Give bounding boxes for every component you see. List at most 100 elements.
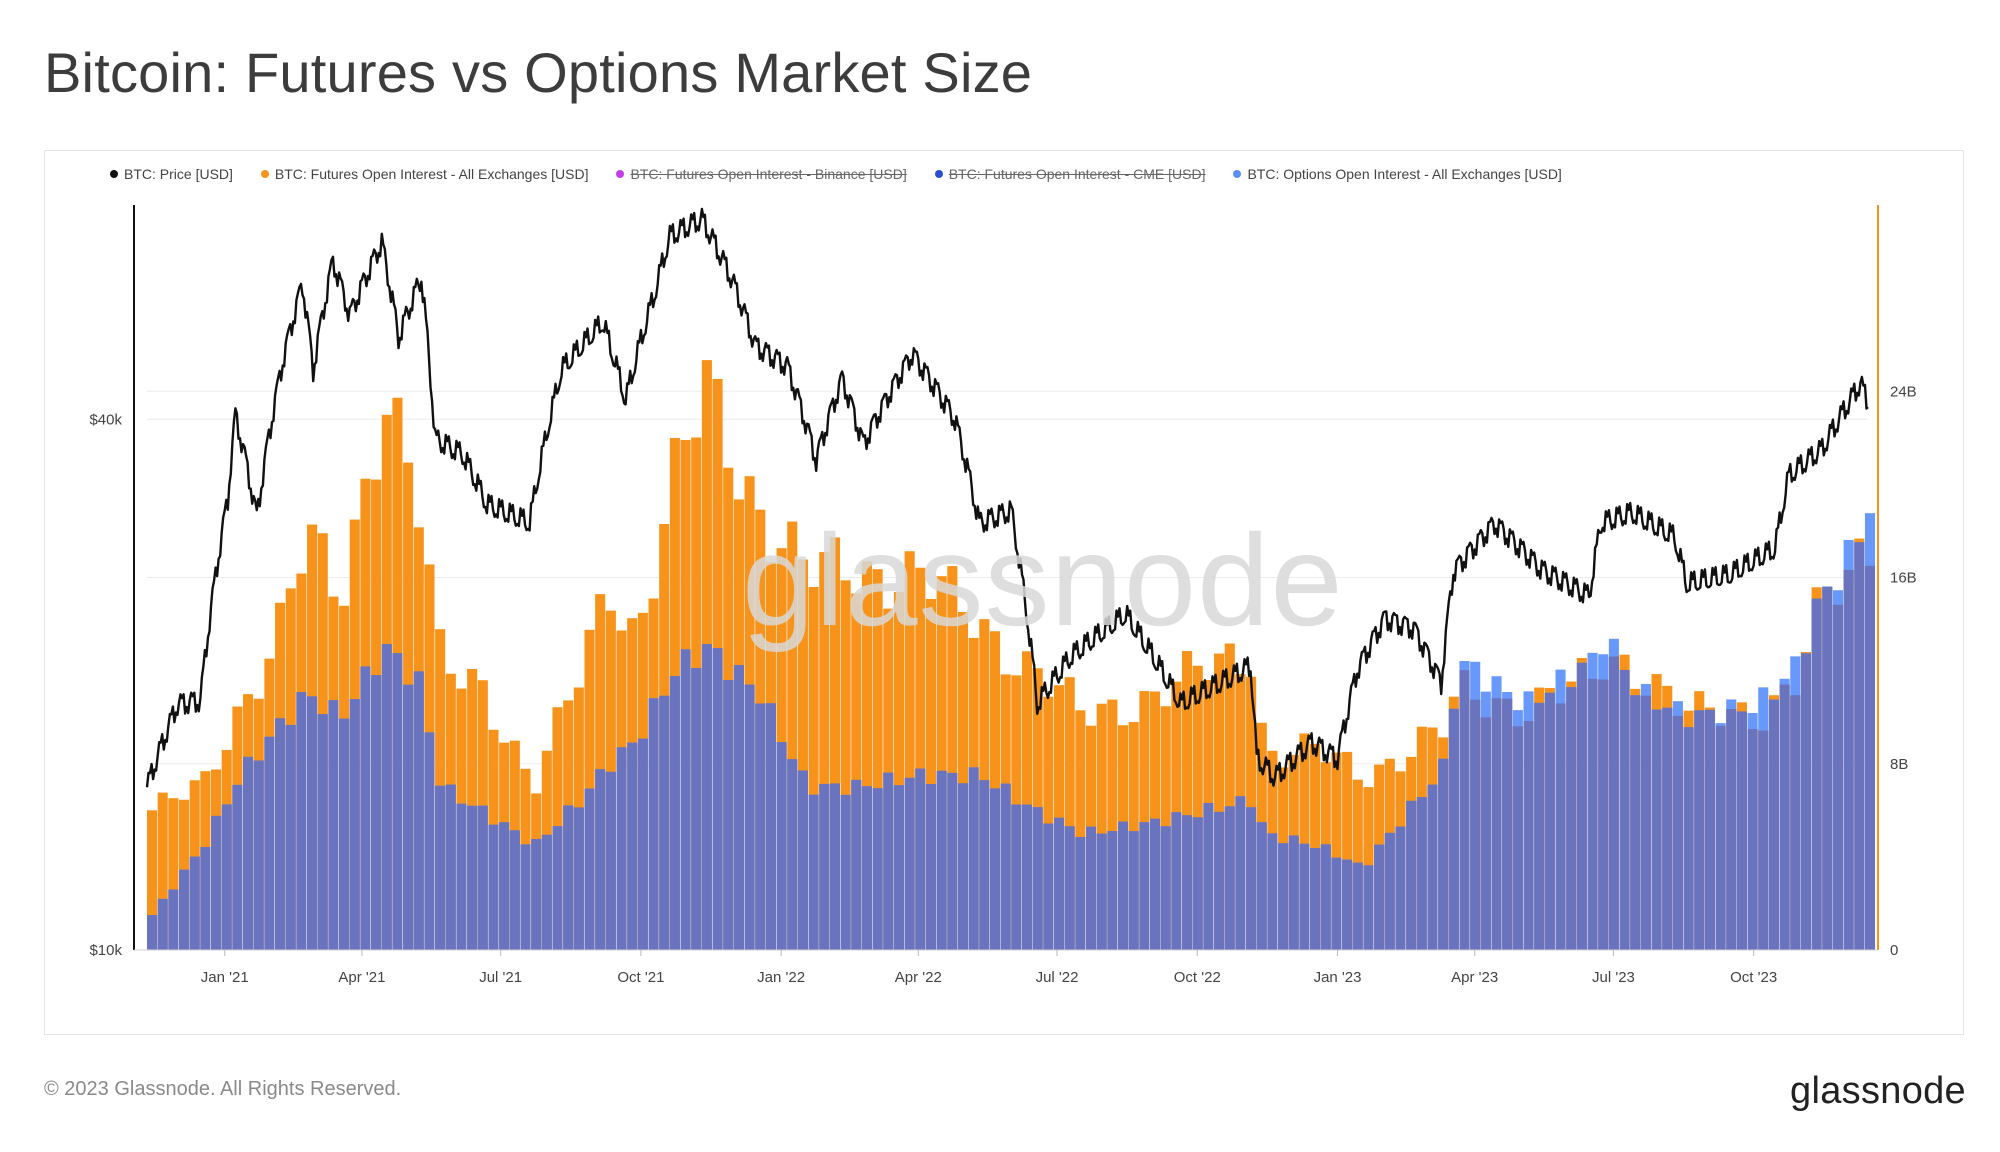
options-oi-bar-overlap [1736, 711, 1747, 950]
y-left-tick-label: $40k [89, 411, 122, 428]
options-oi-bar-overlap [744, 684, 755, 950]
legend-dot-price [110, 170, 118, 178]
futures-oi-bar [1075, 710, 1086, 950]
options-oi-bar-overlap [1032, 807, 1043, 950]
options-oi-bar-overlap [648, 698, 659, 950]
y-right-tick-label: 16B [1890, 570, 1917, 587]
legend-label-futures-binance: BTC: Futures Open Interest - Binance [US… [630, 166, 907, 182]
futures-oi-bar [1331, 752, 1342, 950]
futures-oi-bar [1214, 653, 1225, 950]
options-oi-bar-overlap [1832, 604, 1844, 950]
options-oi-bar-overlap [1053, 817, 1065, 950]
options-oi-bar-overlap [659, 695, 670, 950]
options-oi-bar-overlap [296, 692, 307, 950]
futures-oi-bar [1021, 651, 1033, 950]
options-oi-bar-overlap [1491, 698, 1502, 950]
options-oi-bar-overlap [1523, 721, 1534, 950]
axes: $10k $40k 0 8B 16B 24B Jan '21 Apr '21 Jul '21 Oc… [89, 205, 1917, 986]
options-oi-bar-overlap [979, 780, 990, 950]
options-oi-bar-overlap [1864, 565, 1876, 950]
legend-item-price[interactable]: BTC: Price [USD] [110, 163, 233, 185]
futures-oi-bar [1043, 696, 1054, 950]
options-oi-bar-overlap [1459, 670, 1470, 950]
options-oi-bar-overlap [776, 742, 787, 950]
futures-oi-bar [168, 798, 179, 950]
options-oi-bar-overlap [349, 699, 360, 950]
options-oi-bar-overlap [1299, 843, 1310, 950]
options-oi-bar-overlap [904, 777, 915, 950]
futures-oi-bar [851, 593, 862, 950]
options-oi-bar-overlap [1096, 833, 1107, 950]
futures-oi-bar [925, 598, 937, 950]
legend-item-options-all[interactable]: BTC: Options Open Interest - All Exchang… [1233, 163, 1562, 185]
options-oi-bar-overlap [1619, 669, 1630, 950]
legend-label-futures-all: BTC: Futures Open Interest - All Exchang… [274, 166, 589, 182]
options-oi-bar-overlap [669, 676, 680, 950]
futures-oi-bar [1053, 685, 1065, 950]
options-oi-bar-overlap [1000, 783, 1011, 950]
options-oi-bar-overlap [403, 684, 414, 950]
options-oi-bar-overlap [968, 767, 979, 950]
options-oi-bar-overlap [285, 724, 296, 950]
options-oi-bar-overlap [1224, 806, 1235, 950]
options-oi-bar-overlap [1704, 709, 1715, 950]
options-oi-bar-overlap [936, 770, 947, 950]
options-oi-bar-overlap [808, 794, 819, 950]
options-oi-bar-overlap [488, 824, 499, 950]
futures-oi-bar [1342, 751, 1353, 950]
options-oi-bar-overlap [1534, 702, 1545, 950]
options-oi-bar-overlap [1118, 821, 1129, 950]
options-oi-bar-overlap [179, 869, 190, 950]
legend-item-futures-all[interactable]: BTC: Futures Open Interest - All Exchang… [260, 163, 589, 185]
x-tick-label: Jul '23 [1592, 969, 1635, 986]
futures-oi-bar [797, 559, 808, 950]
options-oi-bar-overlap [328, 700, 339, 950]
options-oi-bar-overlap [947, 772, 958, 950]
legend-label-price: BTC: Price [USD] [124, 166, 233, 182]
options-oi-bar-overlap [243, 756, 254, 950]
futures-oi-bar [904, 551, 915, 950]
options-oi-bar-overlap [883, 772, 894, 950]
legend-label-options-all: BTC: Options Open Interest - All Exchang… [1247, 166, 1562, 182]
options-oi-bar-overlap [1768, 699, 1779, 950]
x-tick-label: Oct '22 [1174, 969, 1221, 986]
options-oi-bar-overlap [1352, 862, 1363, 950]
options-oi-bar-overlap [1427, 784, 1438, 950]
options-oi-bar-overlap [1171, 812, 1182, 950]
futures-oi-bar [1310, 743, 1321, 950]
options-oi-bar-overlap [147, 915, 158, 950]
options-oi-bar-overlap [1278, 843, 1289, 950]
options-oi-bar-overlap [499, 822, 510, 950]
futures-oi-bar [1192, 665, 1203, 950]
options-oi-bar-overlap [1747, 729, 1758, 950]
futures-oi-bar [1224, 643, 1235, 950]
options-oi-bar-overlap [1331, 857, 1342, 950]
options-oi-bar-overlap [1384, 832, 1395, 950]
options-oi-bar-overlap [1064, 826, 1075, 950]
footer-glassnode-logo[interactable]: glassnode [1790, 1070, 1966, 1112]
options-oi-bar-overlap [1086, 826, 1097, 950]
options-oi-bar-overlap [1630, 695, 1641, 950]
futures-oi-bar [840, 580, 851, 950]
options-oi-bar-overlap [573, 807, 584, 950]
futures-oi-bar [829, 537, 840, 950]
options-oi-bar-overlap [915, 768, 926, 950]
options-oi-bar-overlap [1843, 569, 1854, 950]
x-tick-label: Apr '23 [1451, 969, 1498, 986]
legend-dot-options-all [1233, 170, 1242, 178]
options-oi-bar-overlap [1246, 807, 1257, 950]
futures-oi-bar [819, 552, 830, 950]
options-oi-bar-overlap [1811, 598, 1822, 950]
legend-dot-futures-binance [616, 170, 625, 178]
legend-item-futures-binance[interactable]: BTC: Futures Open Interest - Binance [US… [616, 163, 907, 185]
futures-oi-bar [787, 521, 798, 950]
options-oi-bar-overlap [1021, 804, 1033, 950]
price-line-layer [145, 207, 1869, 788]
y-right-tick-label: 0 [1890, 942, 1898, 959]
options-oi-bar-overlap [520, 844, 531, 950]
options-oi-bar-overlap [1715, 725, 1726, 950]
options-oi-bar-overlap [691, 667, 702, 950]
x-tick-label: Oct '23 [1730, 969, 1777, 986]
options-oi-bar-overlap [872, 788, 883, 950]
legend-item-futures-cme[interactable]: BTC: Futures Open Interest - CME [USD] [934, 163, 1205, 185]
